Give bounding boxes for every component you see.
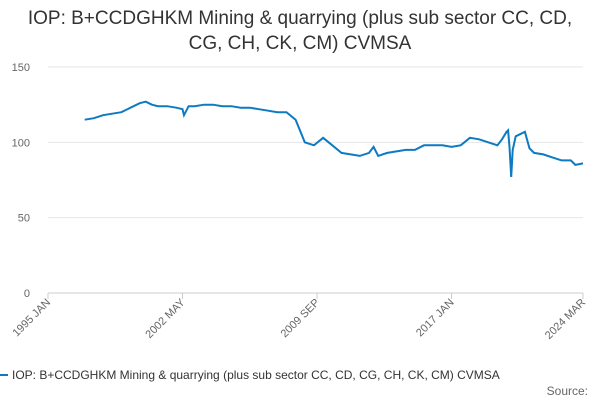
data-line: [84, 100, 584, 178]
x-tick-label: 1995 JAN: [10, 297, 53, 340]
x-tick-label: 2009 SEP: [279, 297, 323, 341]
legend-label: IOP: B+CCDGHKM Mining & quarrying (plus …: [12, 368, 500, 382]
source: Source:: [547, 384, 588, 398]
x-tick-label: 2017 JAN: [414, 297, 457, 340]
x-tick-label: 2024 MAR: [543, 297, 588, 342]
y-tick-label: 100: [12, 137, 30, 149]
chart-title: IOP: B+CCDGHKM Mining & quarrying (plus …: [27, 8, 573, 54]
y-tick-label: 150: [12, 62, 30, 74]
y-tick-label: 50: [18, 213, 30, 225]
x-tick-label: 2002 MAY: [143, 296, 188, 341]
y-tick-label: 0: [24, 288, 30, 300]
